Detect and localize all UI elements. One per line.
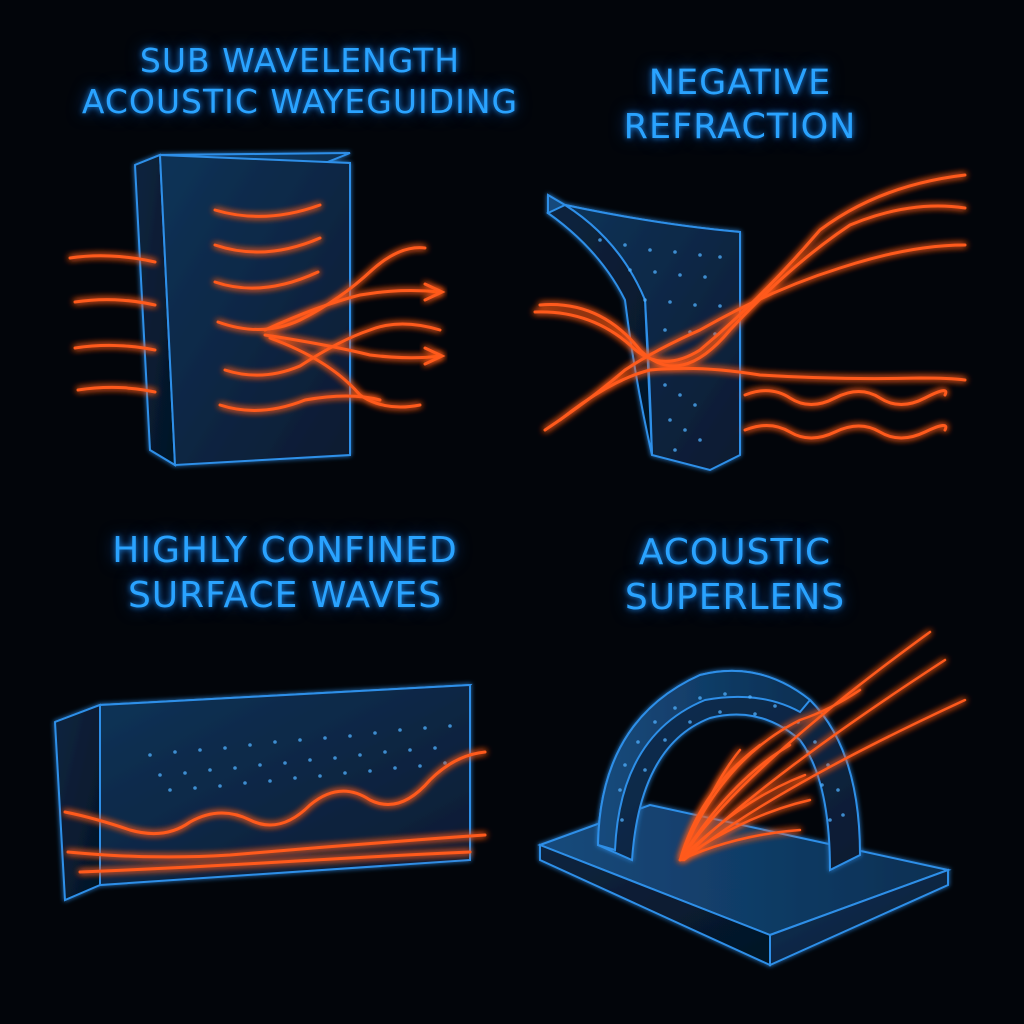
guided-waves [213,203,442,412]
waveguiding-title-line2: ACOUSTIC WAYEGUIDING [81,82,519,122]
surface-title-line2: SURFACE WAVES [127,575,443,616]
waveguiding-title-line1: SUB WAVELENGTH [139,41,461,80]
refraction-slab [546,193,741,472]
surface-title: HIGHLY CONFINED SURFACE WAVES [40,528,530,618]
surface-title-line1: HIGHLY CONFINED [112,530,458,571]
surface-block [53,683,473,902]
refracted-waves [533,173,967,432]
waveguide-block [133,152,351,467]
surface-waves [63,750,487,874]
incoming-waves [68,254,157,394]
refraction-title-line1: NEGATIVE [648,63,832,103]
superlens-title-line2: SUPERLENS [624,577,846,618]
surface-holes [148,724,452,792]
surface-panel [53,683,487,902]
refraction-panel [533,173,967,472]
superlens-arch [596,669,862,872]
superlens-holes [618,692,845,822]
focused-rays [678,630,967,862]
superlens-title-line1: ACOUSTIC [638,532,832,573]
superlens-title: ACOUSTIC SUPERLENS [540,530,930,620]
superlens-base [537,803,952,967]
arrow-heads [423,282,446,366]
waveguide-panel [68,152,446,467]
transmitted-waves [743,389,948,440]
refraction-title-line2: REFRACTION [623,106,857,147]
refraction-title: NEGATIVE REFRACTION [560,62,920,150]
superlens-panel [537,630,967,967]
waveguiding-title: SUB WAVELENGTH ACOUSTIC WAYEGUIDING [40,40,560,123]
